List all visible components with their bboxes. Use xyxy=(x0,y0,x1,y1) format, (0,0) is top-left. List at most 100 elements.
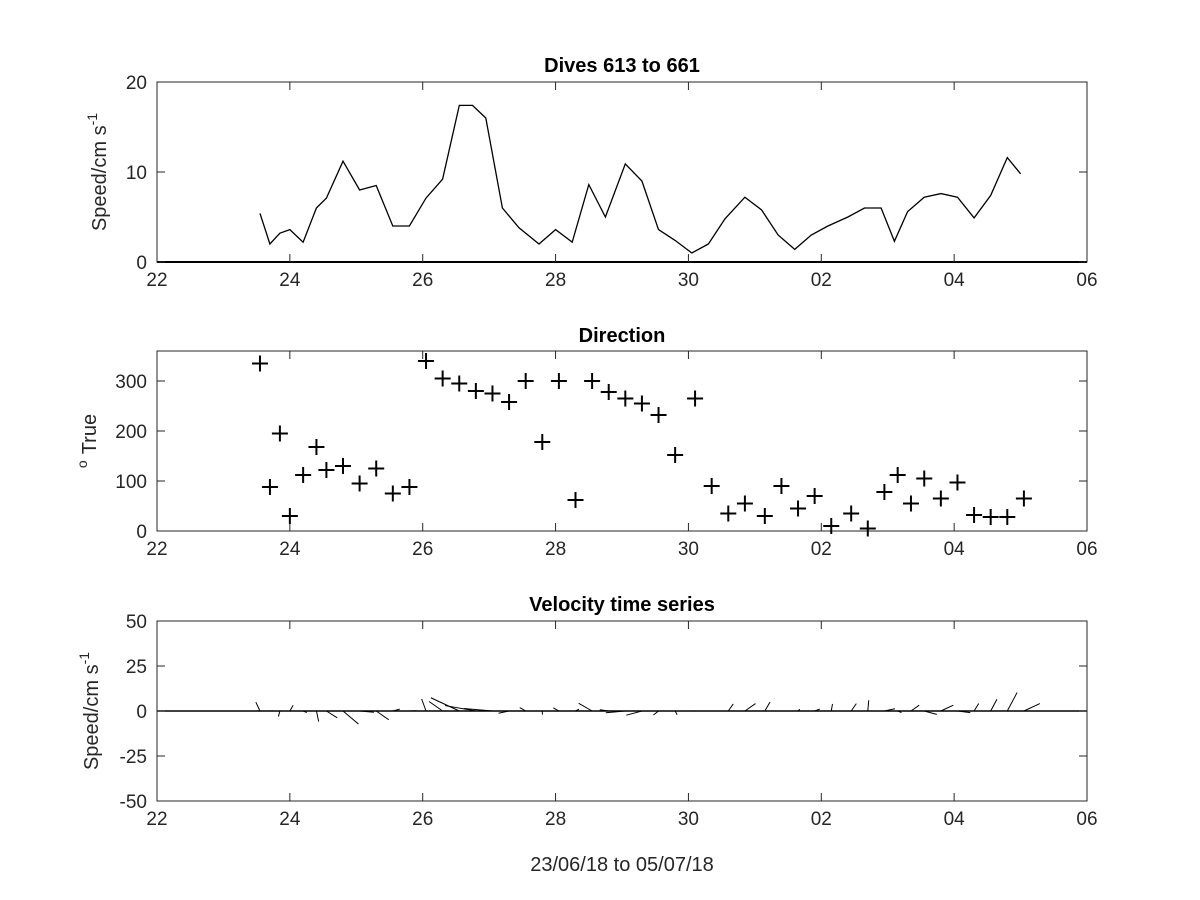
velocity-stick xyxy=(797,708,801,712)
velocity-stick xyxy=(884,708,896,712)
speed-y-axis-label: Speed/cm s-1 xyxy=(84,113,111,231)
velocity-stick xyxy=(599,709,609,712)
speed-y-axis-label-superscript: -1 xyxy=(84,113,100,126)
velocity-panel: Velocity time series 22 24 26 28 30 02 04 06 -50… xyxy=(76,594,1098,830)
direction-point xyxy=(308,439,325,455)
velocity-stick xyxy=(1023,703,1041,712)
speed-x-tick-label: 02 xyxy=(811,270,832,291)
direction-point xyxy=(567,492,584,508)
velocity-y-tick-label: -50 xyxy=(120,792,147,813)
direction-point xyxy=(600,384,617,400)
velocity-stick xyxy=(326,710,338,719)
velocity-stick xyxy=(430,697,460,712)
velocity-y-axis-label-text: Speed/cm s xyxy=(81,664,103,770)
velocity-x-tick-label: 02 xyxy=(811,809,832,830)
direction-point xyxy=(434,370,451,387)
direction-point xyxy=(401,479,418,495)
velocity-stick xyxy=(850,703,857,712)
direction-point xyxy=(966,507,983,523)
direction-point xyxy=(773,478,790,494)
velocity-stick xyxy=(897,710,902,714)
velocity-stick xyxy=(605,710,626,714)
velocity-stick xyxy=(428,701,443,712)
speed-y-axis-label-text: Speed/cm s xyxy=(89,125,111,231)
direction-point xyxy=(318,462,335,478)
speed-panel-title: Dives 613 to 661 xyxy=(544,55,700,77)
direction-point xyxy=(501,394,518,410)
direction-point xyxy=(351,475,368,492)
velocity-stick xyxy=(910,704,920,712)
direction-point xyxy=(550,373,567,389)
direction-x-tick-label: 22 xyxy=(146,539,167,560)
direction-panel-title: Direction xyxy=(579,325,666,347)
direction-y-axis-label-superscript: o xyxy=(74,460,90,468)
velocity-stick xyxy=(315,710,320,722)
velocity-stick xyxy=(814,708,820,712)
velocity-stick xyxy=(421,698,427,712)
direction-point xyxy=(720,505,737,522)
velocity-stick xyxy=(519,707,526,712)
direction-point xyxy=(916,470,933,487)
speed-x-tick-label: 24 xyxy=(279,270,301,291)
velocity-stick xyxy=(277,710,281,717)
direction-point xyxy=(368,460,385,477)
velocity-stick xyxy=(498,710,510,714)
direction-point xyxy=(703,478,720,494)
velocity-stick xyxy=(578,702,593,712)
speed-y-tick-label: 20 xyxy=(126,73,147,94)
speed-x-tick-label: 22 xyxy=(146,270,167,291)
velocity-stick xyxy=(653,710,659,716)
velocity-x-tick-label: 06 xyxy=(1076,809,1097,830)
direction-point xyxy=(281,508,298,524)
figure-x-axis-label: 23/06/18 to 05/07/18 xyxy=(530,854,714,876)
velocity-stick xyxy=(764,701,771,712)
direction-panel: Direction 22 24 26 28 30 02 04 06 0 100 200 300 o Tr… xyxy=(74,325,1098,560)
direction-point xyxy=(667,447,684,463)
direction-point xyxy=(335,458,351,474)
direction-point xyxy=(790,500,807,517)
direction-point xyxy=(617,390,634,407)
direction-y-tick-label: 0 xyxy=(136,522,147,543)
velocity-stick xyxy=(359,710,374,713)
direction-axes-box xyxy=(156,350,1088,532)
direction-point xyxy=(384,485,401,502)
speed-x-tick-label: 06 xyxy=(1076,270,1097,291)
velocity-stick xyxy=(830,703,833,712)
direction-x-tick-label: 02 xyxy=(811,539,832,560)
direction-point xyxy=(633,395,650,412)
velocity-x-tick-label: 26 xyxy=(412,809,433,830)
speed-x-tick-label: 30 xyxy=(678,270,699,291)
direction-point xyxy=(271,425,288,442)
velocity-stick xyxy=(674,710,678,716)
direction-x-tick-label: 28 xyxy=(545,539,566,560)
velocity-stick xyxy=(867,700,870,712)
velocity-stick xyxy=(342,710,359,725)
direction-point xyxy=(295,467,312,483)
speed-y-tick-label: 0 xyxy=(136,253,147,274)
velocity-stick xyxy=(289,705,294,712)
speed-y-tick-label: 10 xyxy=(126,163,147,184)
direction-point xyxy=(736,495,753,512)
direction-x-tick-label: 26 xyxy=(412,539,433,560)
velocity-y-tick-label: -25 xyxy=(120,747,147,768)
direction-point xyxy=(823,518,840,534)
speed-x-tick-label: 26 xyxy=(412,270,433,291)
velocity-stick xyxy=(302,710,308,713)
velocity-x-tick-label: 04 xyxy=(944,809,966,830)
direction-point xyxy=(876,484,893,500)
velocity-stick xyxy=(375,710,390,721)
direction-y-axis-label-text: True xyxy=(79,414,101,454)
velocity-stick xyxy=(463,707,493,712)
direction-point xyxy=(261,479,278,495)
direction-x-tick-label: 30 xyxy=(678,539,699,560)
direction-point xyxy=(467,383,484,399)
direction-x-tick-label: 06 xyxy=(1076,539,1097,560)
velocity-plot-area: 22 24 26 28 30 02 04 06 -50 -25 0 25 50 xyxy=(120,612,1098,830)
velocity-stick xyxy=(444,705,476,712)
velocity-stick xyxy=(940,704,954,712)
velocity-stick xyxy=(924,710,937,715)
velocity-x-tick-label: 30 xyxy=(678,809,699,830)
direction-point xyxy=(949,474,966,491)
direction-plot-area: 22 24 26 28 30 02 04 06 0 100 200 300 xyxy=(115,350,1098,560)
